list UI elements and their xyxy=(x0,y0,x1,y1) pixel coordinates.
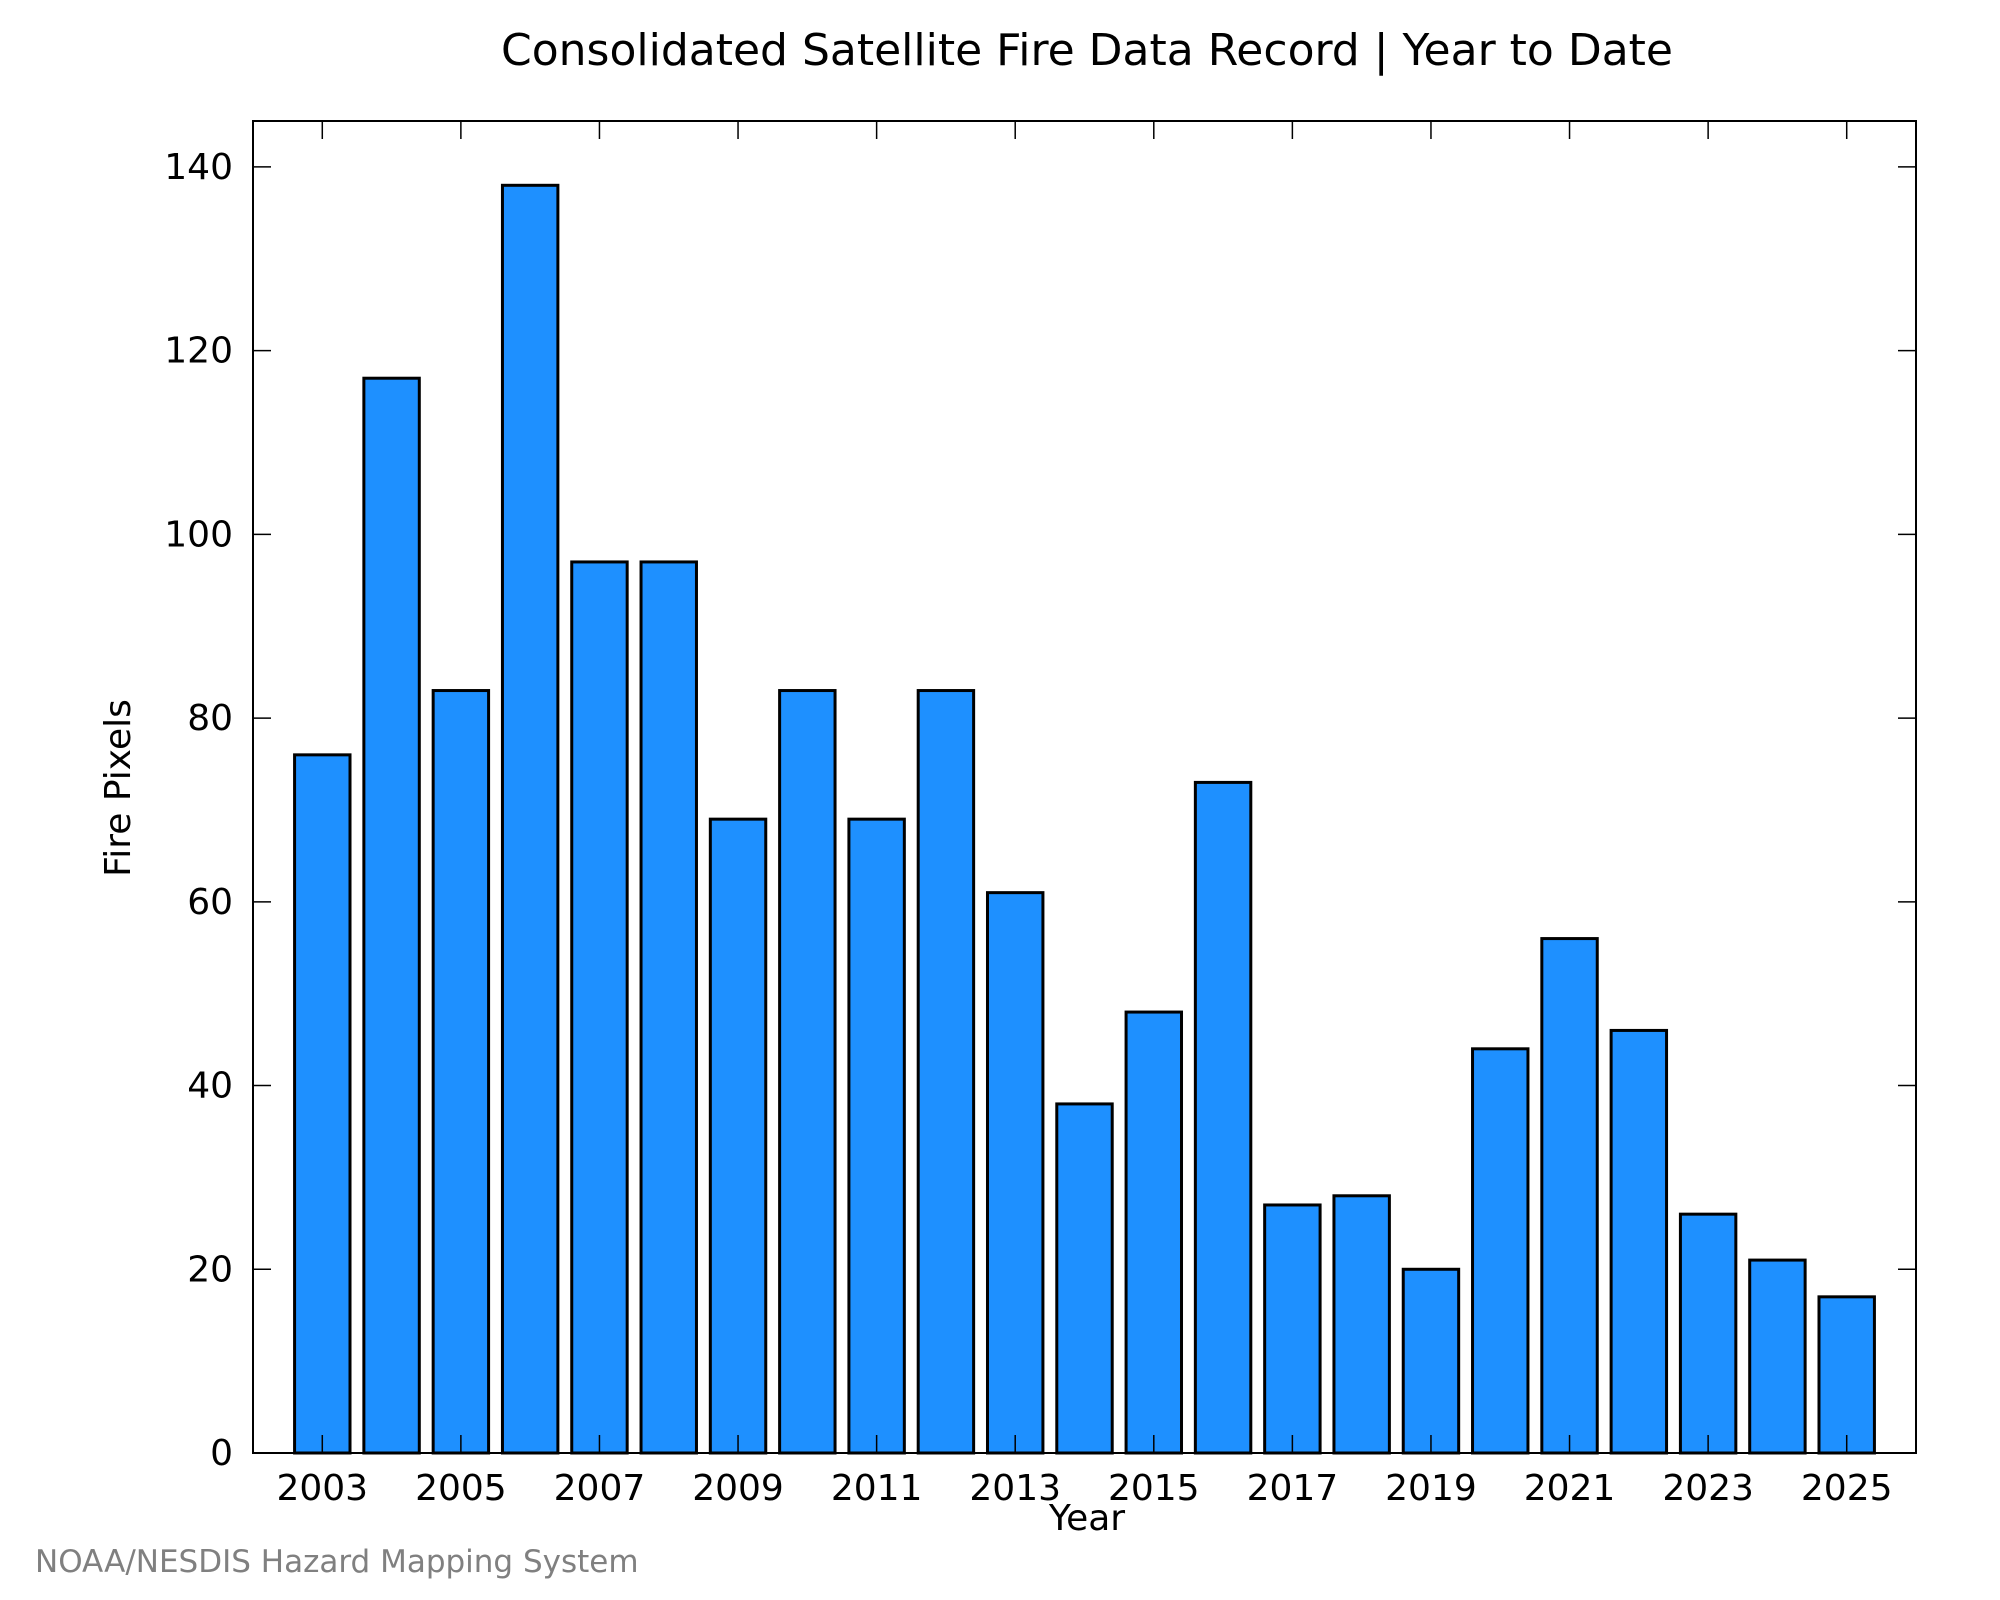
bar-2022 xyxy=(1609,1028,1669,1455)
y-tick-label: 20 xyxy=(187,1249,233,1290)
bar-2011 xyxy=(847,817,906,1455)
bar-2023 xyxy=(1678,1212,1738,1455)
bar-2021 xyxy=(1540,937,1599,1455)
bar-2014 xyxy=(1055,1102,1114,1455)
y-tick-label: 140 xyxy=(164,147,233,188)
bar-2016 xyxy=(1193,780,1253,1455)
bar-2013 xyxy=(985,891,1045,1455)
x-tick-label: 2019 xyxy=(1385,1468,1477,1509)
x-tick-label: 2023 xyxy=(1662,1468,1754,1509)
bar-2024 xyxy=(1748,1258,1807,1455)
x-tick-label: 2007 xyxy=(554,1468,646,1509)
bar-2025 xyxy=(1817,1295,1876,1455)
bar-2015 xyxy=(1124,1010,1184,1455)
bar-2008 xyxy=(639,560,698,1455)
x-tick-label: 2013 xyxy=(969,1468,1061,1509)
bar-2019 xyxy=(1401,1267,1461,1455)
bar-2020 xyxy=(1471,1047,1530,1455)
bar-2009 xyxy=(708,817,768,1455)
x-tick-label: 2009 xyxy=(692,1468,784,1509)
x-tick-label: 2011 xyxy=(831,1468,923,1509)
bars-group xyxy=(293,183,1876,1455)
y-tick-label: 100 xyxy=(164,514,233,555)
x-tick-label: 2015 xyxy=(1108,1468,1200,1509)
x-tick-label: 2025 xyxy=(1801,1468,1893,1509)
bar-2012 xyxy=(916,689,976,1455)
bar-2006 xyxy=(500,183,560,1455)
footer-credit: NOAA/NESDIS Hazard Mapping System xyxy=(35,1544,639,1580)
plot-frame xyxy=(252,120,1917,1454)
bar-2010 xyxy=(778,689,837,1455)
x-axis: 2003 2005 2007 2009 2011 2013 2015 2017 2019 2021… xyxy=(276,121,1893,1509)
y-tick-label: 0 xyxy=(210,1433,233,1474)
bar-2003 xyxy=(293,753,352,1455)
y-tick-label: 40 xyxy=(187,1066,233,1107)
bar-2017 xyxy=(1263,1203,1322,1455)
bar-2004 xyxy=(362,376,421,1455)
x-axis-label: Year xyxy=(1048,1498,1125,1539)
bar-2018 xyxy=(1332,1194,1391,1455)
y-axis: 0 20 40 60 80 100 120 140 xyxy=(164,147,1916,1474)
bar-2007 xyxy=(570,560,629,1455)
x-tick-label: 2017 xyxy=(1247,1468,1339,1509)
x-tick-label: 2021 xyxy=(1524,1468,1616,1509)
bar-2005 xyxy=(431,689,491,1455)
y-tick-label: 60 xyxy=(187,882,233,923)
y-tick-label: 120 xyxy=(164,331,233,372)
x-tick-label: 2003 xyxy=(276,1468,368,1509)
x-tick-label: 2005 xyxy=(415,1468,507,1509)
chart-title: Consolidated Satellite Fire Data Record … xyxy=(501,25,1673,76)
y-axis-label: Fire Pixels xyxy=(98,699,139,877)
y-tick-label: 80 xyxy=(187,698,233,739)
